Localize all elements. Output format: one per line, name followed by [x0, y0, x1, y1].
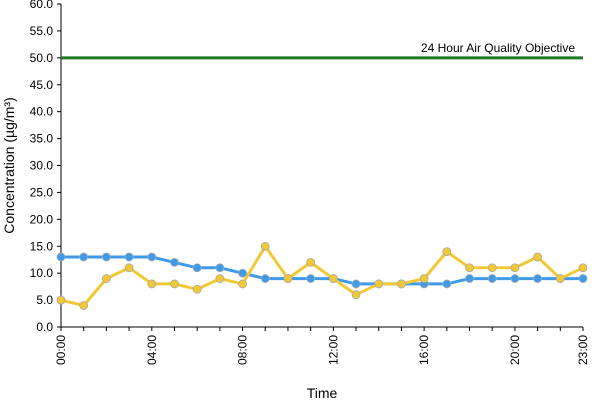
y-axis-title: Concentration (µg/m³): [1, 97, 17, 233]
series-2-point: [374, 279, 384, 289]
reference-line-group: 24 Hour Air Quality Objective: [61, 41, 583, 60]
y-tick-label: 0.0: [36, 320, 53, 334]
y-tick-label: 25.0: [30, 185, 54, 199]
y-tick-label: 35.0: [30, 132, 54, 146]
series-2-point: [555, 274, 565, 283]
series-2-point: [487, 263, 497, 273]
series-2-line: [60, 244, 584, 307]
series-1-point: [306, 274, 316, 283]
x-axis: 00:00 04:00 08:00 12:00 16:00 20:00 23:00: [54, 326, 590, 365]
series-1-point: [442, 279, 452, 289]
series-2-point: [465, 263, 474, 273]
x-tick-label: 04:00: [145, 335, 159, 365]
y-tick-label: 30.0: [30, 159, 54, 173]
y-tick-label: 55.0: [30, 24, 54, 38]
x-tick-label: 08:00: [236, 335, 250, 365]
series-1-point: [260, 274, 270, 283]
x-axis-title: Time: [307, 385, 338, 400]
series-1-point: [533, 274, 543, 283]
series-2-point: [215, 274, 225, 283]
series-2-point: [238, 279, 247, 289]
x-tick-label: 20:00: [508, 335, 522, 365]
series-1-point: [124, 252, 134, 262]
y-tick-label: 20.0: [30, 212, 54, 226]
series-2-point: [260, 241, 270, 251]
series-2-point: [351, 290, 361, 300]
y-tick-label: 60.0: [30, 0, 54, 11]
series-1-point: [465, 274, 474, 283]
series-2-point: [56, 295, 66, 305]
series-2-point: [328, 274, 338, 283]
x-tick-label: 12:00: [326, 335, 340, 365]
series-2-point: [124, 263, 134, 273]
x-tick-label: 16:00: [417, 335, 431, 365]
series-2-point: [283, 274, 293, 283]
series-1-point: [238, 268, 247, 278]
y-tick-label: 10.0: [30, 266, 54, 280]
series-group: [56, 241, 588, 310]
x-tick-label: 00:00: [54, 335, 68, 365]
series-2-point: [192, 284, 202, 294]
series-2-point: [306, 257, 316, 267]
series-2-point: [101, 274, 111, 283]
series-1-point: [510, 274, 520, 283]
series-1-point: [192, 263, 202, 273]
series-1-point: [487, 274, 497, 283]
y-tick-label: 15.0: [30, 239, 54, 253]
series-2-point: [442, 247, 452, 257]
series-1-point: [215, 263, 225, 273]
y-tick-label: 45.0: [30, 78, 54, 92]
series-2-point: [147, 279, 157, 289]
series-1-point: [147, 252, 157, 262]
series-2-point: [397, 279, 406, 289]
series-2-point: [79, 301, 89, 310]
series-2-point: [510, 263, 520, 273]
series-2-point: [533, 252, 543, 262]
series-1-point: [351, 279, 361, 289]
series-1-point: [79, 252, 89, 262]
series-2-point: [170, 279, 179, 289]
y-tick-label: 50.0: [30, 51, 54, 65]
series-1-point: [56, 252, 66, 262]
y-axis: 0.0 5.0 10.0 15.0 20.0 25.0 30.0 35.0 40.0 45.0 50…: [30, 0, 62, 334]
y-tick-label: 5.0: [36, 293, 53, 307]
air-quality-objective-label: 24 Hour Air Quality Objective: [421, 41, 575, 55]
series-2-point: [578, 263, 588, 273]
series-1-point: [578, 274, 588, 283]
y-tick-label: 40.0: [30, 105, 54, 119]
series-1-point: [101, 252, 111, 262]
series-1-point: [170, 257, 179, 267]
series-2-point: [419, 274, 429, 283]
x-tick-label: 23:00: [576, 335, 590, 365]
series-2: [56, 241, 588, 310]
